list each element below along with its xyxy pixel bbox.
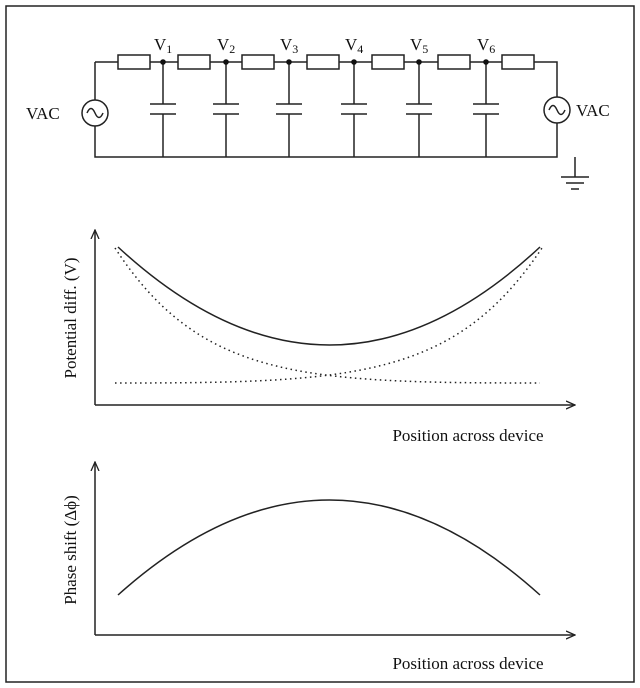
- node-dot: [160, 59, 166, 65]
- node-label-base: V: [345, 35, 358, 54]
- resistor: [241, 54, 275, 70]
- x-axis-label: Position across device: [392, 426, 543, 445]
- resistor: [306, 54, 340, 70]
- y-axis-label: Phase shift (Δϕ): [61, 495, 80, 605]
- x-axis-label: Position across device: [392, 654, 543, 673]
- node-label-base: V: [154, 35, 167, 54]
- node-dot: [483, 59, 489, 65]
- node-label-sub: 1: [166, 42, 172, 56]
- node-label: V6: [477, 35, 495, 56]
- potential-plot: Potential diff. (V) Position across devi…: [61, 230, 575, 445]
- node-dot: [223, 59, 229, 65]
- resistor: [371, 54, 405, 70]
- node-label: V2: [217, 35, 235, 56]
- node-label-sub: 5: [422, 42, 428, 56]
- source-label: VAC: [576, 101, 610, 120]
- node-label: V4: [345, 35, 363, 56]
- ac-source: [543, 96, 571, 124]
- node-label-base: V: [217, 35, 230, 54]
- resistor: [117, 54, 151, 70]
- right-curve: [114, 247, 543, 384]
- ground: [561, 157, 589, 190]
- y-axis-label: Potential diff. (V): [61, 257, 80, 378]
- source-label: VAC: [26, 104, 60, 123]
- phase-plot: Phase shift (Δϕ) Position across device: [61, 462, 575, 673]
- node-dot: [286, 59, 292, 65]
- node-label-sub: 6: [489, 42, 495, 56]
- phase-curve: [117, 499, 541, 596]
- node-dot: [416, 59, 422, 65]
- node-label-base: V: [280, 35, 293, 54]
- left-curve: [114, 247, 541, 384]
- resistor: [177, 54, 211, 70]
- frame: [5, 5, 635, 683]
- wire: [94, 61, 558, 158]
- node-dot: [351, 59, 357, 65]
- total-curve: [117, 246, 541, 346]
- node-label: V3: [280, 35, 298, 56]
- resistor: [501, 54, 535, 70]
- circuit: VAC VAC V1 V2 V3 V4 V5 V6: [26, 35, 610, 190]
- resistor: [437, 54, 471, 70]
- ac-source: [81, 99, 109, 127]
- node-label: V5: [410, 35, 428, 56]
- node-label-base: V: [410, 35, 423, 54]
- node-label-base: V: [477, 35, 490, 54]
- node-label: V1: [154, 35, 172, 56]
- node-label-sub: 2: [229, 42, 235, 56]
- node-label-sub: 4: [357, 42, 363, 56]
- node-label-sub: 3: [292, 42, 298, 56]
